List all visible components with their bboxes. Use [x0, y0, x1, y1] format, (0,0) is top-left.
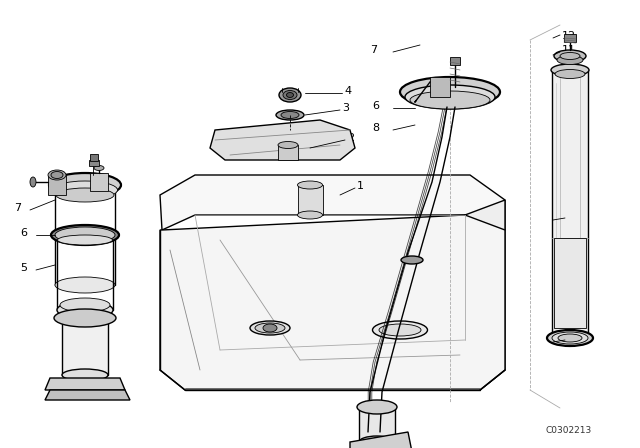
Text: C0302213: C0302213	[545, 426, 591, 435]
Text: 11: 11	[562, 45, 576, 55]
Text: 5: 5	[20, 263, 27, 273]
Text: 9: 9	[567, 211, 574, 221]
Text: 7: 7	[14, 203, 21, 213]
Ellipse shape	[56, 188, 114, 202]
Ellipse shape	[554, 50, 586, 62]
Ellipse shape	[558, 334, 582, 342]
Ellipse shape	[255, 323, 285, 333]
Ellipse shape	[372, 321, 428, 339]
Polygon shape	[350, 432, 412, 448]
Text: 8: 8	[372, 123, 379, 133]
Ellipse shape	[555, 69, 585, 78]
Text: 12: 12	[562, 31, 576, 41]
Ellipse shape	[547, 330, 593, 346]
Bar	[48, 175, 66, 195]
Ellipse shape	[55, 277, 115, 293]
Ellipse shape	[48, 170, 66, 180]
Ellipse shape	[405, 85, 495, 109]
Bar	[359, 407, 395, 442]
Ellipse shape	[379, 324, 421, 336]
Ellipse shape	[60, 298, 110, 312]
Text: 2: 2	[347, 133, 354, 143]
Text: 10: 10	[567, 333, 581, 343]
Ellipse shape	[51, 172, 63, 178]
Text: 1: 1	[357, 181, 364, 191]
Ellipse shape	[58, 235, 113, 245]
Ellipse shape	[94, 165, 104, 171]
Ellipse shape	[62, 369, 108, 381]
Ellipse shape	[55, 227, 115, 243]
Bar	[552, 70, 588, 340]
Ellipse shape	[279, 88, 301, 102]
Bar	[278, 145, 298, 160]
Ellipse shape	[552, 332, 588, 344]
Text: 6: 6	[20, 228, 27, 238]
Ellipse shape	[57, 301, 113, 319]
Polygon shape	[160, 215, 505, 390]
Text: 7: 7	[370, 45, 377, 55]
Text: 3: 3	[342, 103, 349, 113]
Ellipse shape	[250, 321, 290, 335]
Ellipse shape	[551, 64, 589, 76]
Bar	[62, 320, 108, 375]
Ellipse shape	[283, 90, 297, 99]
Bar	[89, 160, 99, 166]
Text: 4: 4	[344, 86, 351, 96]
Ellipse shape	[263, 324, 277, 332]
Bar	[90, 173, 108, 191]
Ellipse shape	[557, 56, 583, 65]
Ellipse shape	[359, 436, 395, 448]
Bar	[554, 238, 586, 328]
Ellipse shape	[30, 177, 36, 187]
Polygon shape	[45, 378, 125, 390]
Bar	[564, 34, 576, 42]
Bar	[90, 154, 98, 161]
Ellipse shape	[401, 256, 423, 264]
Ellipse shape	[357, 400, 397, 414]
Bar	[298, 185, 323, 215]
Ellipse shape	[49, 173, 121, 197]
Polygon shape	[45, 390, 130, 400]
Ellipse shape	[62, 314, 108, 326]
Polygon shape	[465, 200, 505, 390]
Ellipse shape	[410, 91, 490, 109]
Ellipse shape	[362, 442, 392, 448]
Ellipse shape	[52, 181, 118, 199]
Text: 6: 6	[372, 101, 379, 111]
Polygon shape	[210, 120, 355, 160]
Polygon shape	[160, 175, 505, 230]
Ellipse shape	[287, 92, 294, 98]
Ellipse shape	[298, 211, 323, 219]
Ellipse shape	[51, 225, 119, 245]
Ellipse shape	[400, 77, 500, 107]
Ellipse shape	[560, 52, 580, 60]
Bar	[430, 77, 450, 97]
Ellipse shape	[276, 110, 304, 120]
Ellipse shape	[54, 309, 116, 327]
Ellipse shape	[278, 142, 298, 148]
Ellipse shape	[298, 181, 323, 189]
Bar	[450, 57, 460, 65]
Ellipse shape	[281, 112, 299, 119]
